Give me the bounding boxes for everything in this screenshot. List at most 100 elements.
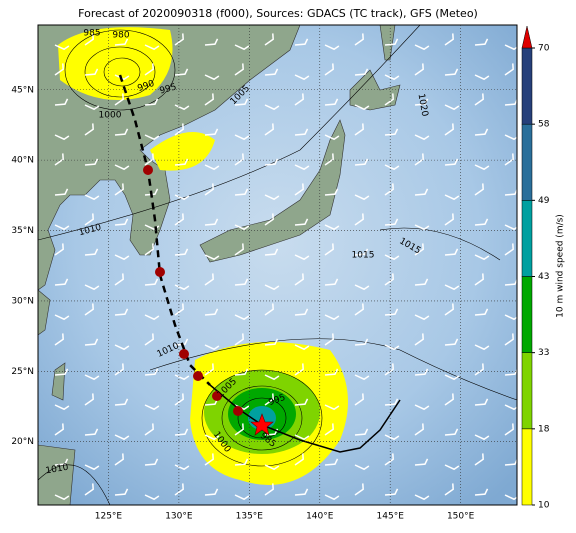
colorbar-tick-label: 58 [538,120,550,130]
wind-barb [324,98,339,106]
wind-barb [474,344,490,351]
wind-barb [384,218,399,226]
wind-barb [294,363,304,376]
wind-barb [354,338,369,346]
wind-barb [294,398,309,406]
wind-barb [294,453,304,466]
wind-barb [174,104,190,111]
colorbar-segment [521,276,533,353]
wind-barb [384,128,399,136]
wind-barb [384,398,399,406]
wind-barb [264,123,274,136]
wind-barb [294,218,309,226]
wind-barb [264,483,274,496]
wind-barb [174,194,190,201]
wind-barb [204,434,220,441]
wind-barb [474,218,489,226]
wind-barb [444,393,454,406]
wind-barb [354,303,364,316]
wind-barb [174,123,184,136]
wind-barb [54,404,70,411]
wind-barb [264,213,274,226]
lon-tick-label: 135°E [236,512,264,522]
wind-barb [144,134,160,141]
wind-barb [384,344,400,351]
wind-barb [474,488,489,496]
wind-barb [384,38,399,46]
isobar-label: 980 [112,31,129,41]
wind-barb [54,63,64,76]
wind-barb [384,363,394,376]
wind-barb [354,483,364,496]
wind-barb [54,278,69,286]
wind-barb [114,254,130,261]
wind-barb [324,423,334,436]
lon-tick-label: 125°E [95,512,123,522]
wind-barb [384,488,399,496]
wind-barb [234,153,244,166]
wind-barb [264,104,280,111]
wind-barb [324,314,340,321]
wind-barb [234,494,250,501]
wind-barb [234,63,244,76]
wind-barb [474,434,490,441]
wind-barb [474,164,490,171]
wind-barb [144,333,154,346]
wind-barb [414,243,424,256]
wind-barb [354,194,370,201]
wind-barb [234,224,250,231]
wind-barb [144,224,160,231]
wind-barb [174,374,190,381]
wind-barb [204,363,214,376]
isobars [38,25,517,505]
wind-barb [354,213,364,226]
wind-barb [324,224,340,231]
colorbar-extend [521,25,533,49]
wind-barb [144,63,154,76]
wind-barb [54,44,70,51]
wind-barb [234,368,249,376]
lat-tick-label: 25°N [11,367,34,377]
wind-barb [54,224,70,231]
wind-barb [324,63,334,76]
wind-barb [264,68,279,76]
wind-barb [144,153,154,166]
wind-barb [324,153,334,166]
wind-barb [84,464,100,471]
wind-barb [144,98,159,106]
colorbar-segment [521,47,533,125]
wind-barb [414,44,430,51]
wind-barb [474,453,484,466]
isobar-label: 1015 [352,251,375,261]
wind-barb [84,104,100,111]
wind-barb [384,254,400,261]
lon-tick-label: 145°E [377,512,405,522]
wind-barb [294,308,309,316]
lat-tick-label: 40°N [11,156,34,166]
wind-barb [294,183,304,196]
wind-barb [174,464,190,471]
wind-barb [414,314,430,321]
wind-barb [204,128,219,136]
wind-barb [414,423,424,436]
wind-barb [294,74,310,81]
wind-barb [144,458,159,466]
wind-barb [354,248,369,256]
wind-barb [384,434,400,441]
lat-tick-label: 30°N [11,296,34,306]
lon-tick-label: 140°E [306,512,334,522]
wind-area [58,27,173,101]
wind-barb [84,284,100,291]
wind-barb [114,273,124,286]
wind-barb [474,254,490,261]
isobar-label: 1000 [99,111,122,121]
wind-barb [174,68,189,76]
wind-barb [264,248,279,256]
wind-barb [474,363,484,376]
lon-tick-label: 150°E [447,512,475,522]
colorbar-segment [521,123,533,201]
wind-barb [504,333,514,346]
wind-barb [354,123,364,136]
wind-barb [204,38,219,46]
